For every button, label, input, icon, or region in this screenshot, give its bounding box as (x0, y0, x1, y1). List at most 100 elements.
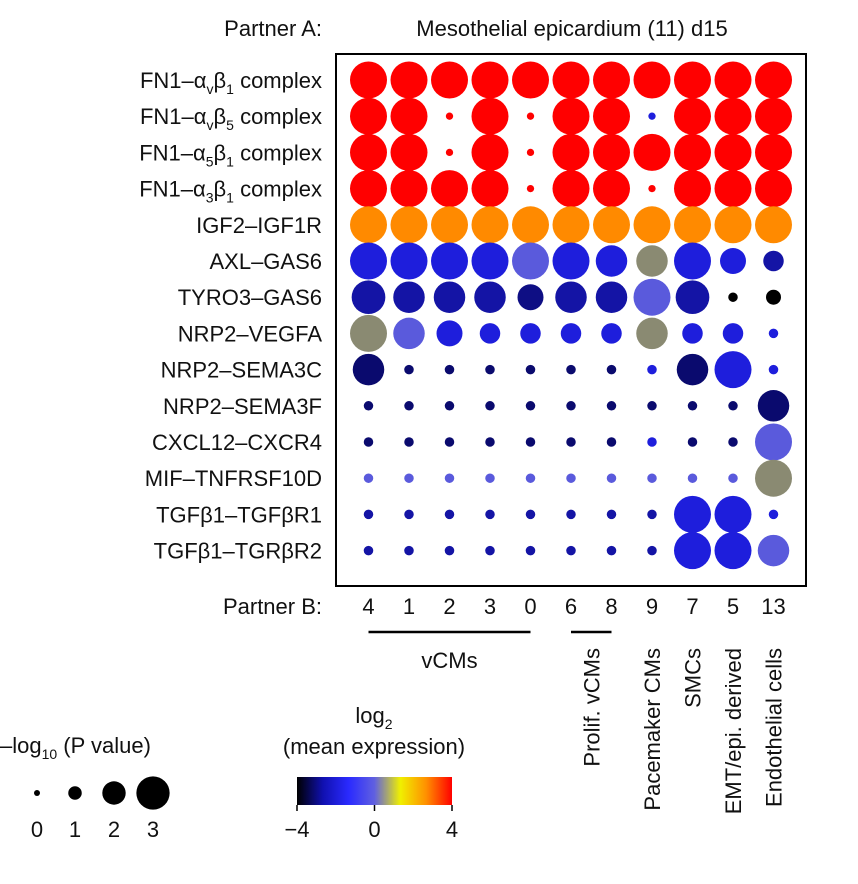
dot (714, 495, 752, 533)
dot (525, 509, 536, 520)
column-label: 8 (605, 594, 617, 619)
group-label: Endothelial cells (762, 648, 787, 807)
group-label: vCMs (421, 648, 477, 673)
row-label: NRP2–SEMA3F (163, 394, 322, 419)
dot (444, 473, 455, 483)
group-label: Prolif. vCMs (579, 648, 604, 767)
dot (674, 242, 711, 280)
dot (755, 133, 792, 171)
dot (755, 206, 792, 244)
dot (766, 289, 781, 305)
color-tick-label: 4 (446, 817, 458, 842)
dot (606, 473, 617, 483)
size-legend-label: 0 (31, 817, 43, 842)
dot (566, 364, 576, 375)
dot (404, 509, 414, 520)
dot (728, 437, 738, 447)
color-legend-title: log2 (355, 703, 392, 732)
column-label: 6 (565, 594, 577, 619)
dot (512, 206, 549, 244)
dot (471, 97, 509, 135)
dot (350, 97, 387, 135)
dot (552, 206, 590, 244)
dot (763, 250, 784, 272)
dot (404, 401, 414, 411)
dot (687, 473, 698, 483)
group-label: SMCs (681, 648, 706, 708)
dot (687, 401, 698, 411)
dot (485, 473, 495, 483)
dot (471, 242, 509, 280)
dot (444, 545, 455, 556)
dot (471, 206, 509, 244)
dot (674, 532, 711, 570)
dot (404, 545, 414, 556)
dot (728, 401, 738, 411)
dot (471, 61, 509, 99)
dot (393, 281, 425, 313)
dot (390, 97, 428, 135)
dot (525, 473, 536, 483)
dot (714, 61, 752, 99)
dot (485, 509, 495, 520)
dot (445, 148, 454, 157)
dot (728, 292, 738, 302)
dot (755, 170, 792, 208)
color-legend: log2(mean expression) −4 0 4 (283, 703, 465, 842)
dot (350, 314, 387, 352)
dot-grid (350, 61, 792, 570)
dot (755, 97, 792, 135)
dot (552, 61, 590, 99)
dot (720, 248, 746, 274)
column-label: 13 (761, 594, 785, 619)
size-legend-dot (136, 776, 170, 810)
row-label: TGFβ1–TGFβR1 (156, 502, 322, 527)
dot (444, 437, 455, 447)
dot (393, 317, 425, 350)
dot (560, 323, 582, 344)
dot (636, 245, 668, 277)
size-legend-label: 1 (69, 817, 81, 842)
dot (471, 170, 509, 208)
chart-title: Mesothelial epicardium (11) d15 (416, 16, 727, 41)
dot (471, 133, 509, 171)
dot (757, 390, 790, 422)
dot (595, 281, 628, 313)
dot (352, 353, 385, 386)
dot (606, 437, 617, 447)
size-legend-dot (102, 781, 126, 805)
dot (390, 242, 428, 280)
dot (350, 170, 387, 208)
dot (444, 509, 455, 520)
dot (606, 545, 617, 556)
column-label: 5 (727, 594, 739, 619)
row-label: FN1–α3β1 complex (139, 177, 322, 206)
group-label: Pacemaker CMs (640, 648, 665, 811)
dot (647, 545, 657, 556)
dot (714, 97, 752, 135)
dot (676, 353, 709, 386)
dot (485, 545, 495, 556)
dot (474, 281, 506, 313)
dot (517, 284, 544, 311)
dot (647, 509, 657, 520)
dot (566, 437, 576, 447)
dot (350, 206, 387, 244)
dot (520, 323, 541, 344)
dot (485, 401, 495, 411)
dot (633, 206, 671, 244)
dot (606, 401, 617, 411)
dot (566, 473, 576, 483)
column-label: 0 (524, 594, 536, 619)
dot (755, 423, 792, 461)
row-label: FN1–αvβ5 complex (140, 104, 322, 133)
dot (555, 281, 587, 313)
dot (444, 364, 455, 375)
dot (431, 170, 468, 208)
row-label: FN1–α5β1 complex (139, 140, 322, 169)
column-labels: 4 1 2 3 0 6 8 9 7 5 13 (362, 594, 785, 619)
dot (363, 545, 374, 556)
dot (431, 242, 468, 280)
dot (526, 184, 535, 193)
